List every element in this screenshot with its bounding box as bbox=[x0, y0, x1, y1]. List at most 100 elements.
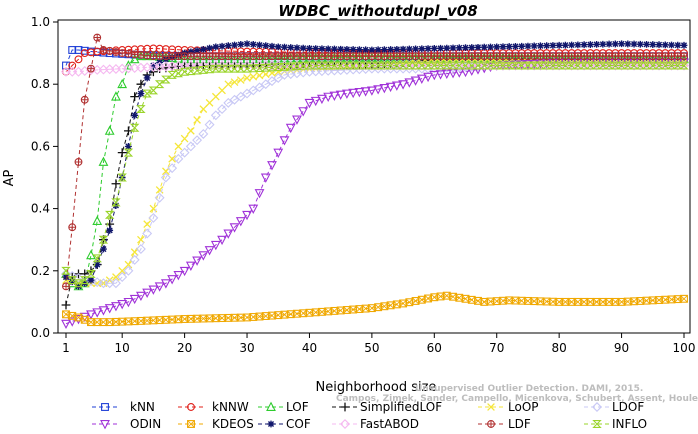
data-point-odin bbox=[285, 123, 296, 134]
data-point-odin bbox=[117, 300, 128, 310]
data-point-kdeos bbox=[673, 295, 682, 304]
data-point-kdeos bbox=[630, 297, 639, 306]
data-point-odin bbox=[173, 270, 184, 281]
data-point-ldof bbox=[92, 277, 103, 288]
data-point-cof bbox=[530, 42, 538, 50]
data-point-inflo bbox=[373, 61, 383, 70]
plot-frame bbox=[57, 19, 691, 334]
data-point-inflo bbox=[666, 61, 677, 70]
data-point-simplifiedlof bbox=[130, 92, 140, 102]
data-point-kdeos bbox=[492, 297, 501, 306]
watermark: Unsupervised Outlier Detection. DAMI, 20… bbox=[336, 384, 698, 404]
data-point-cof bbox=[106, 226, 114, 234]
data-point-inflo bbox=[535, 61, 546, 70]
data-point-odin bbox=[435, 70, 446, 80]
data-point-lof bbox=[104, 125, 115, 135]
x-tick-label-90: 90 bbox=[614, 341, 629, 355]
data-point-ldf bbox=[80, 95, 89, 104]
data-point-inflo bbox=[566, 61, 577, 70]
data-point-odin bbox=[379, 83, 390, 94]
data-point-odin bbox=[67, 317, 78, 327]
data-point-inflo bbox=[591, 61, 602, 70]
x-tick-label-40: 40 bbox=[302, 341, 317, 355]
data-point-kdeos bbox=[174, 315, 183, 324]
data-point-kdeos bbox=[642, 296, 651, 305]
data-point-kdeos bbox=[374, 303, 383, 312]
data-point-cof bbox=[518, 42, 526, 50]
data-point-cof bbox=[231, 41, 238, 49]
data-point-odin bbox=[86, 310, 96, 320]
data-point-kdeos bbox=[499, 296, 507, 305]
data-point-odin bbox=[235, 217, 246, 227]
data-point-kdeos bbox=[467, 295, 476, 304]
data-point-odin bbox=[323, 92, 334, 103]
legend-marker-lof bbox=[266, 401, 276, 411]
data-point-inflo bbox=[610, 61, 621, 70]
data-point-kdeos bbox=[417, 295, 426, 304]
legend-label-knnw: kNNW bbox=[212, 400, 249, 414]
series-odin bbox=[61, 58, 689, 330]
legend-item-cof: COF bbox=[258, 417, 311, 431]
data-point-inflo bbox=[167, 70, 177, 79]
data-point-kdeos bbox=[243, 313, 251, 322]
data-point-inflo bbox=[273, 63, 283, 72]
data-point-inflo bbox=[423, 61, 433, 70]
data-point-kdeos bbox=[655, 296, 663, 304]
data-point-inflo bbox=[379, 61, 390, 70]
data-point-odin bbox=[373, 85, 384, 95]
data-point-inflo bbox=[173, 69, 184, 78]
data-point-cof bbox=[399, 45, 407, 53]
data-point-cof bbox=[561, 41, 569, 49]
plot-area bbox=[61, 33, 689, 330]
data-point-inflo bbox=[261, 63, 271, 72]
data-point-cof bbox=[87, 276, 95, 284]
data-point-cof bbox=[643, 40, 650, 48]
data-point-cof bbox=[568, 41, 576, 49]
data-point-inflo bbox=[204, 65, 215, 74]
data-point-kdeos bbox=[130, 317, 139, 326]
data-point-kdeos bbox=[380, 302, 389, 311]
data-point-inflo bbox=[186, 67, 196, 76]
data-point-odin bbox=[329, 91, 340, 101]
y-tick-label-3: 0.6 bbox=[31, 139, 50, 153]
data-point-inflo bbox=[392, 61, 402, 70]
data-point-inflo bbox=[104, 210, 115, 219]
data-point-cof bbox=[206, 44, 213, 52]
data-point-loop bbox=[193, 116, 201, 124]
data-point-cof bbox=[224, 42, 232, 50]
data-point-kdeos bbox=[542, 297, 551, 306]
data-point-kdeos bbox=[405, 298, 414, 307]
data-point-cof bbox=[368, 46, 376, 54]
data-point-kdeos bbox=[299, 309, 308, 318]
data-point-loop bbox=[261, 70, 270, 79]
data-point-ldof bbox=[273, 73, 284, 83]
data-point-kdeos bbox=[305, 308, 314, 317]
data-point-ldof bbox=[179, 147, 190, 158]
data-point-inflo bbox=[179, 67, 190, 76]
data-point-kdeos bbox=[249, 313, 258, 321]
data-point-cof bbox=[493, 43, 501, 51]
data-point-ldf bbox=[680, 52, 688, 61]
data-point-ldof bbox=[110, 278, 121, 289]
data-point-cof bbox=[437, 44, 444, 52]
data-point-inflo bbox=[485, 61, 496, 70]
data-point-cof bbox=[605, 40, 613, 48]
data-point-odin bbox=[310, 96, 321, 107]
data-point-cof bbox=[331, 45, 338, 53]
data-point-inflo bbox=[304, 61, 315, 70]
data-point-kdeos bbox=[548, 297, 557, 306]
legend-item-loop: LoOP bbox=[478, 400, 539, 414]
data-point-inflo bbox=[573, 61, 583, 70]
data-point-inflo bbox=[79, 276, 90, 285]
data-point-odin bbox=[135, 291, 146, 302]
data-point-cof bbox=[480, 43, 488, 51]
data-point-kdeos bbox=[442, 291, 451, 300]
data-point-inflo bbox=[529, 61, 539, 70]
data-point-inflo bbox=[410, 61, 421, 70]
legend-marker-knnw bbox=[187, 403, 195, 411]
data-point-ldf bbox=[224, 52, 233, 61]
data-point-odin bbox=[292, 115, 302, 125]
data-point-cof bbox=[262, 42, 270, 50]
data-point-cof bbox=[312, 45, 320, 52]
data-point-kdeos bbox=[536, 297, 545, 306]
